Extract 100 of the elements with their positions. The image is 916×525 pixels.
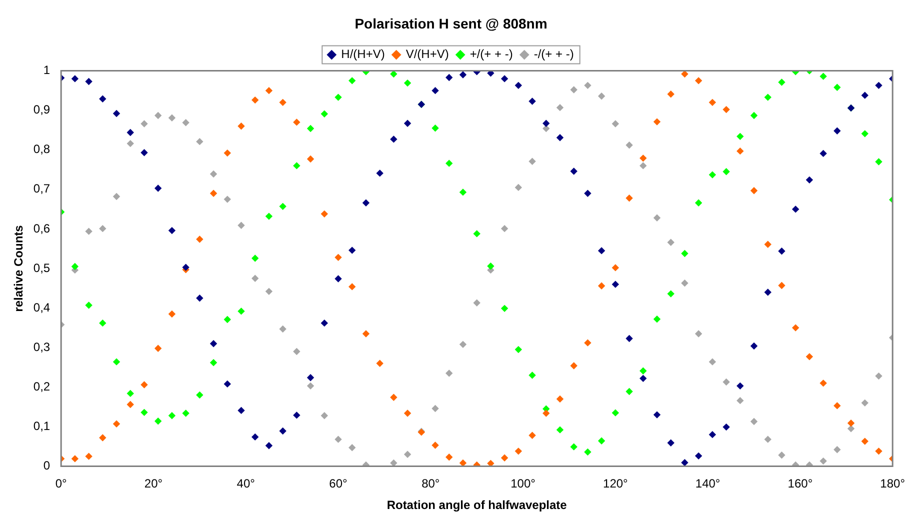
point [750,418,758,426]
point [514,346,522,354]
point [487,262,494,270]
point [140,408,148,416]
y-tick-label: 1 [43,63,50,78]
point [224,316,231,324]
point [168,412,176,420]
point [500,304,508,312]
point [681,280,688,287]
point [861,130,868,138]
point [834,446,841,454]
point [71,262,79,270]
point [861,399,868,407]
chart-title: Polarisation H sent @ 808nm [354,15,548,32]
point [99,319,106,327]
point [432,404,439,412]
point [182,119,190,126]
y-tick-label: 0,2 [33,379,50,394]
point [653,316,661,323]
point [626,388,633,396]
y-tick-label: 0,9 [33,102,50,117]
point [390,70,398,78]
point [238,308,245,315]
point [446,370,453,377]
point [459,340,467,348]
point [778,78,786,86]
x-tick-label: 0° [55,476,68,491]
point [500,224,508,232]
point [446,160,453,167]
point [85,302,92,309]
y-tick-label: 0,8 [33,142,50,156]
point [265,212,273,220]
x-tick-label: 20° [144,476,163,491]
point [473,299,480,306]
x-tick-label: 160° [788,476,813,491]
point [681,250,688,258]
point [875,372,882,380]
x-tick-label: 60° [329,476,348,491]
point [528,372,536,379]
point [834,84,841,92]
point [722,168,730,176]
point [348,77,356,84]
point [584,82,592,90]
point [556,104,564,112]
point [653,214,661,222]
point [293,162,300,170]
y-tick-label: 0,7 [33,182,50,196]
point [252,274,259,282]
point [168,114,176,122]
point [112,358,120,366]
point [293,348,300,356]
x-tick-label: 80° [422,476,440,491]
point [514,184,522,192]
point [764,94,772,101]
point [667,290,674,298]
x-tick-label: 140° [695,476,720,491]
point [626,142,633,149]
point [432,124,439,132]
point [736,132,744,140]
point [694,330,702,338]
point [210,359,218,366]
point [265,288,273,296]
point [334,436,342,443]
point [598,92,606,100]
point [306,382,314,390]
point [154,112,162,120]
point [820,72,827,80]
point [778,452,786,459]
point [667,238,674,246]
y-tick-label: 0,3 [33,340,50,354]
point [154,418,162,425]
x-axis-title: Rotation angle of halfwaveplate [386,498,568,512]
point [750,112,758,120]
point [640,162,647,170]
legend-label: V/(H+V) [406,47,449,62]
point [279,202,286,210]
point [556,426,564,434]
y-tick-label: 0,4 [33,300,50,314]
point [348,444,356,452]
y-tick-label: 0,1 [33,418,50,433]
point [708,358,716,366]
point [694,199,702,206]
point [182,410,190,417]
legend-label: H/(H+V) [341,47,385,62]
x-tick-label: 120° [603,476,628,491]
point [279,325,286,333]
point [99,224,106,232]
point [612,409,620,416]
point [404,450,412,458]
x-tick-label: 100° [510,476,536,491]
point [528,158,536,165]
point [640,367,647,375]
point [112,192,120,200]
point [224,196,231,203]
point [140,120,148,128]
point [570,443,578,450]
point [708,171,716,178]
point [196,391,204,399]
point [584,448,592,456]
point [306,124,314,132]
